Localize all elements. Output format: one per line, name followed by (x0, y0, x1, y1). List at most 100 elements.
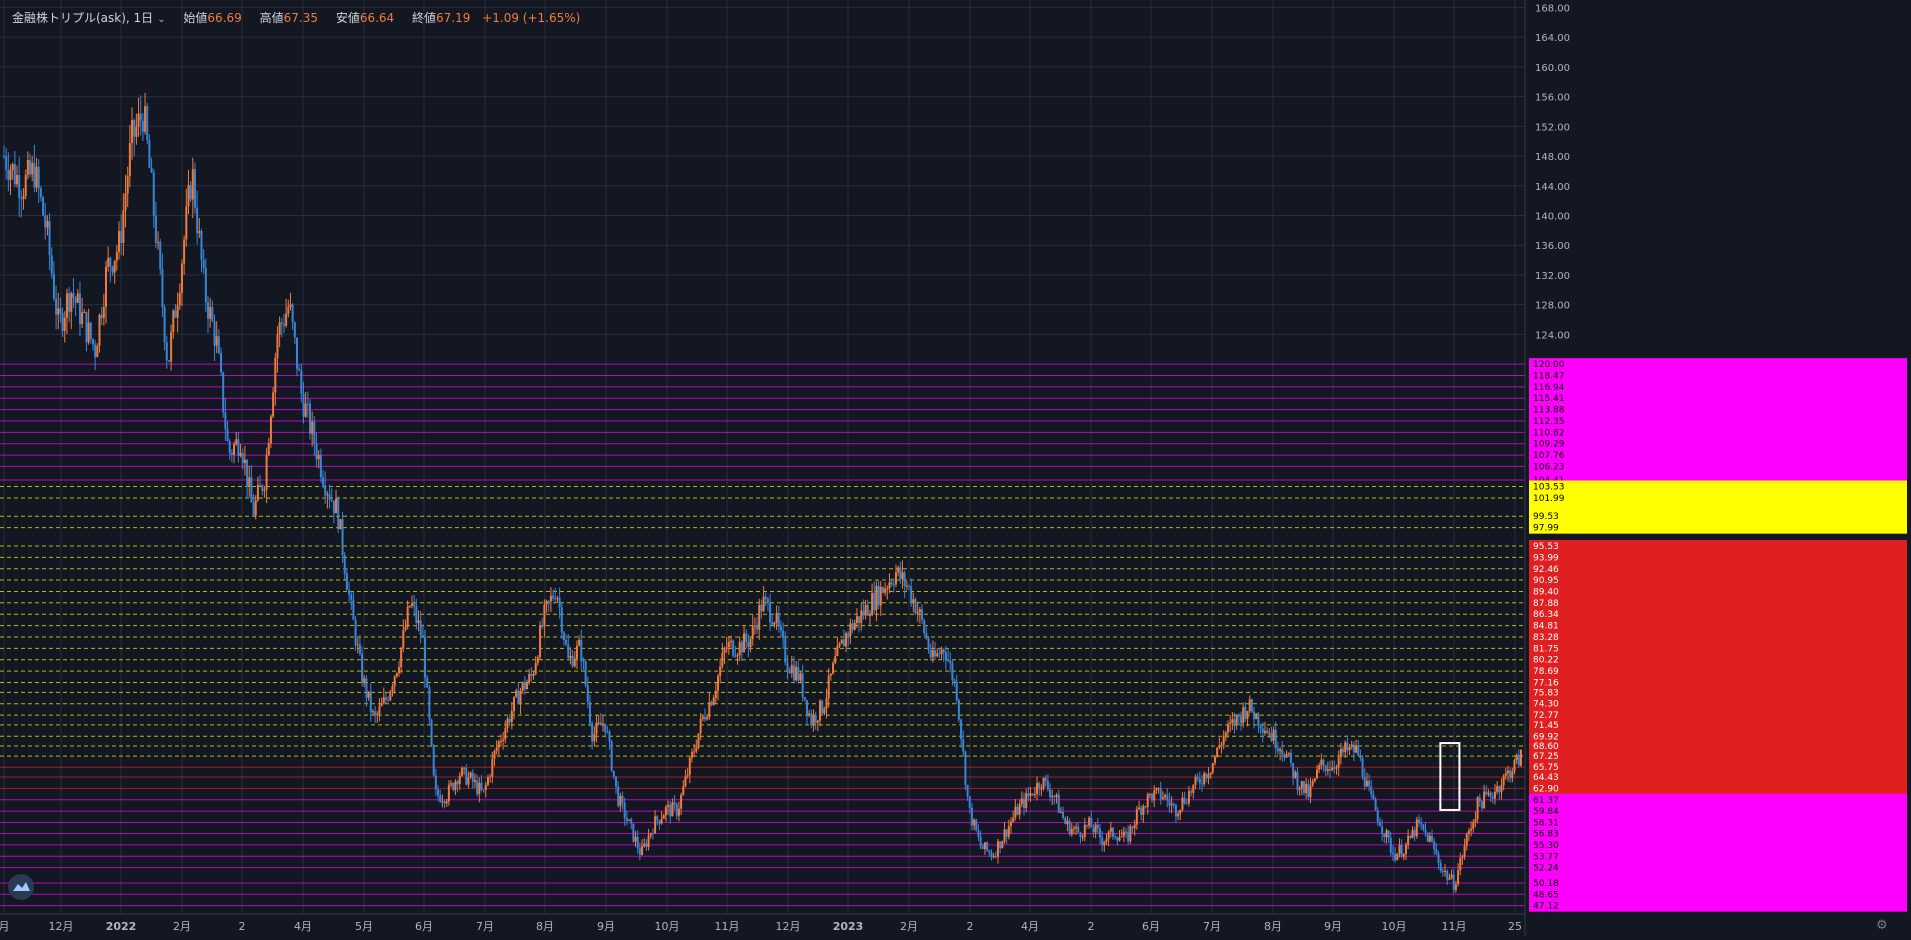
candle-body (280, 322, 283, 324)
candle-body (745, 633, 748, 643)
candle-body (1504, 773, 1507, 776)
candle-body (506, 718, 509, 729)
candle-body (697, 733, 700, 748)
candle-body (1309, 785, 1312, 798)
candle-body (1198, 778, 1201, 784)
candle-body (1485, 791, 1488, 795)
candle-body (285, 313, 288, 326)
candle-body (1131, 826, 1134, 828)
candle-body (107, 257, 110, 267)
candle-body (215, 336, 218, 346)
candle-body (1009, 821, 1012, 826)
level-label: 67.25 (1533, 752, 1559, 762)
candle-body (881, 587, 884, 593)
candle-body (1040, 788, 1043, 790)
tradingview-logo-icon[interactable] (8, 874, 34, 900)
candle-body (1391, 852, 1394, 854)
candle-body (100, 314, 103, 318)
candle-body (126, 176, 129, 194)
candle-body (788, 670, 791, 674)
candle-body (944, 652, 947, 660)
candle-body (1433, 841, 1436, 850)
candle-body (1511, 771, 1514, 779)
candle-body (936, 653, 939, 657)
candle-body (1404, 844, 1407, 855)
candle-body (690, 752, 693, 758)
level-label: 50.18 (1533, 879, 1559, 889)
gear-icon[interactable]: ⚙ (1876, 918, 1888, 933)
candle-body (680, 794, 683, 809)
candle-body (402, 629, 405, 648)
candle-body (805, 700, 808, 716)
candle-body (1342, 748, 1345, 753)
candle-body (1016, 806, 1019, 815)
candle-body (554, 598, 557, 600)
candle-body (1474, 818, 1477, 822)
candle-body (1001, 841, 1004, 849)
candle-body (243, 459, 246, 464)
candle-body (141, 120, 144, 132)
candle-body (773, 622, 776, 625)
candle-body (20, 198, 23, 200)
candle-body (241, 453, 244, 464)
candle-body (172, 310, 175, 333)
highlight-box[interactable] (1439, 742, 1461, 811)
candle-body (964, 751, 967, 785)
candle-body (532, 673, 535, 676)
candle-body (738, 641, 741, 656)
candle-body (154, 215, 157, 243)
candle-body (18, 174, 21, 199)
candle-body (1500, 785, 1503, 793)
candle-body (1246, 711, 1249, 719)
candle-body (612, 770, 615, 777)
candle-body (1357, 745, 1360, 756)
candle-body (480, 782, 483, 790)
candle-body (1172, 803, 1175, 806)
candle-body (623, 802, 626, 819)
candle-body (981, 846, 984, 849)
y-tick-label: 148.00 (1535, 152, 1570, 163)
candle-body (211, 306, 214, 321)
level-label: 115.41 (1533, 394, 1565, 404)
candle-body (1235, 714, 1238, 726)
candle-body (1489, 792, 1492, 797)
candle-body (890, 582, 893, 585)
candle-body (721, 653, 724, 667)
candle-body (1385, 830, 1388, 837)
candle-body (1042, 777, 1045, 789)
candle-body (1194, 776, 1197, 785)
candle-body (1426, 832, 1429, 842)
level-label: 68.60 (1533, 742, 1559, 752)
candle-body (832, 663, 835, 674)
candle-body (348, 589, 351, 595)
candle-body (378, 706, 381, 714)
candle-body (313, 421, 316, 445)
candle-body (838, 643, 841, 647)
candle-body (189, 185, 192, 200)
x-tick-label: 2 (239, 920, 246, 933)
level-label: 101.99 (1533, 494, 1565, 504)
candle-body (287, 306, 290, 314)
candle-body (1231, 719, 1234, 723)
candle-body (599, 722, 602, 726)
candle-body (975, 819, 978, 831)
candle-body (662, 815, 665, 819)
level-label: 81.75 (1533, 644, 1559, 654)
candle-body (183, 239, 186, 264)
candle-body (1502, 775, 1505, 786)
candle-body (860, 610, 863, 623)
symbol-name[interactable]: 金融株トリプル(ask), 1日 (12, 11, 154, 25)
candle-body (547, 600, 550, 602)
candle-body (150, 167, 153, 173)
chevron-down-icon[interactable]: ⌄ (157, 14, 166, 25)
candle-body (1216, 747, 1219, 757)
candle-body (1203, 773, 1206, 785)
candle-body (1398, 844, 1401, 854)
candle-body (1276, 748, 1279, 752)
candle-body (1498, 786, 1501, 793)
candle-body (973, 819, 976, 826)
level-label: 65.75 (1533, 763, 1559, 773)
candle-body (940, 649, 943, 655)
